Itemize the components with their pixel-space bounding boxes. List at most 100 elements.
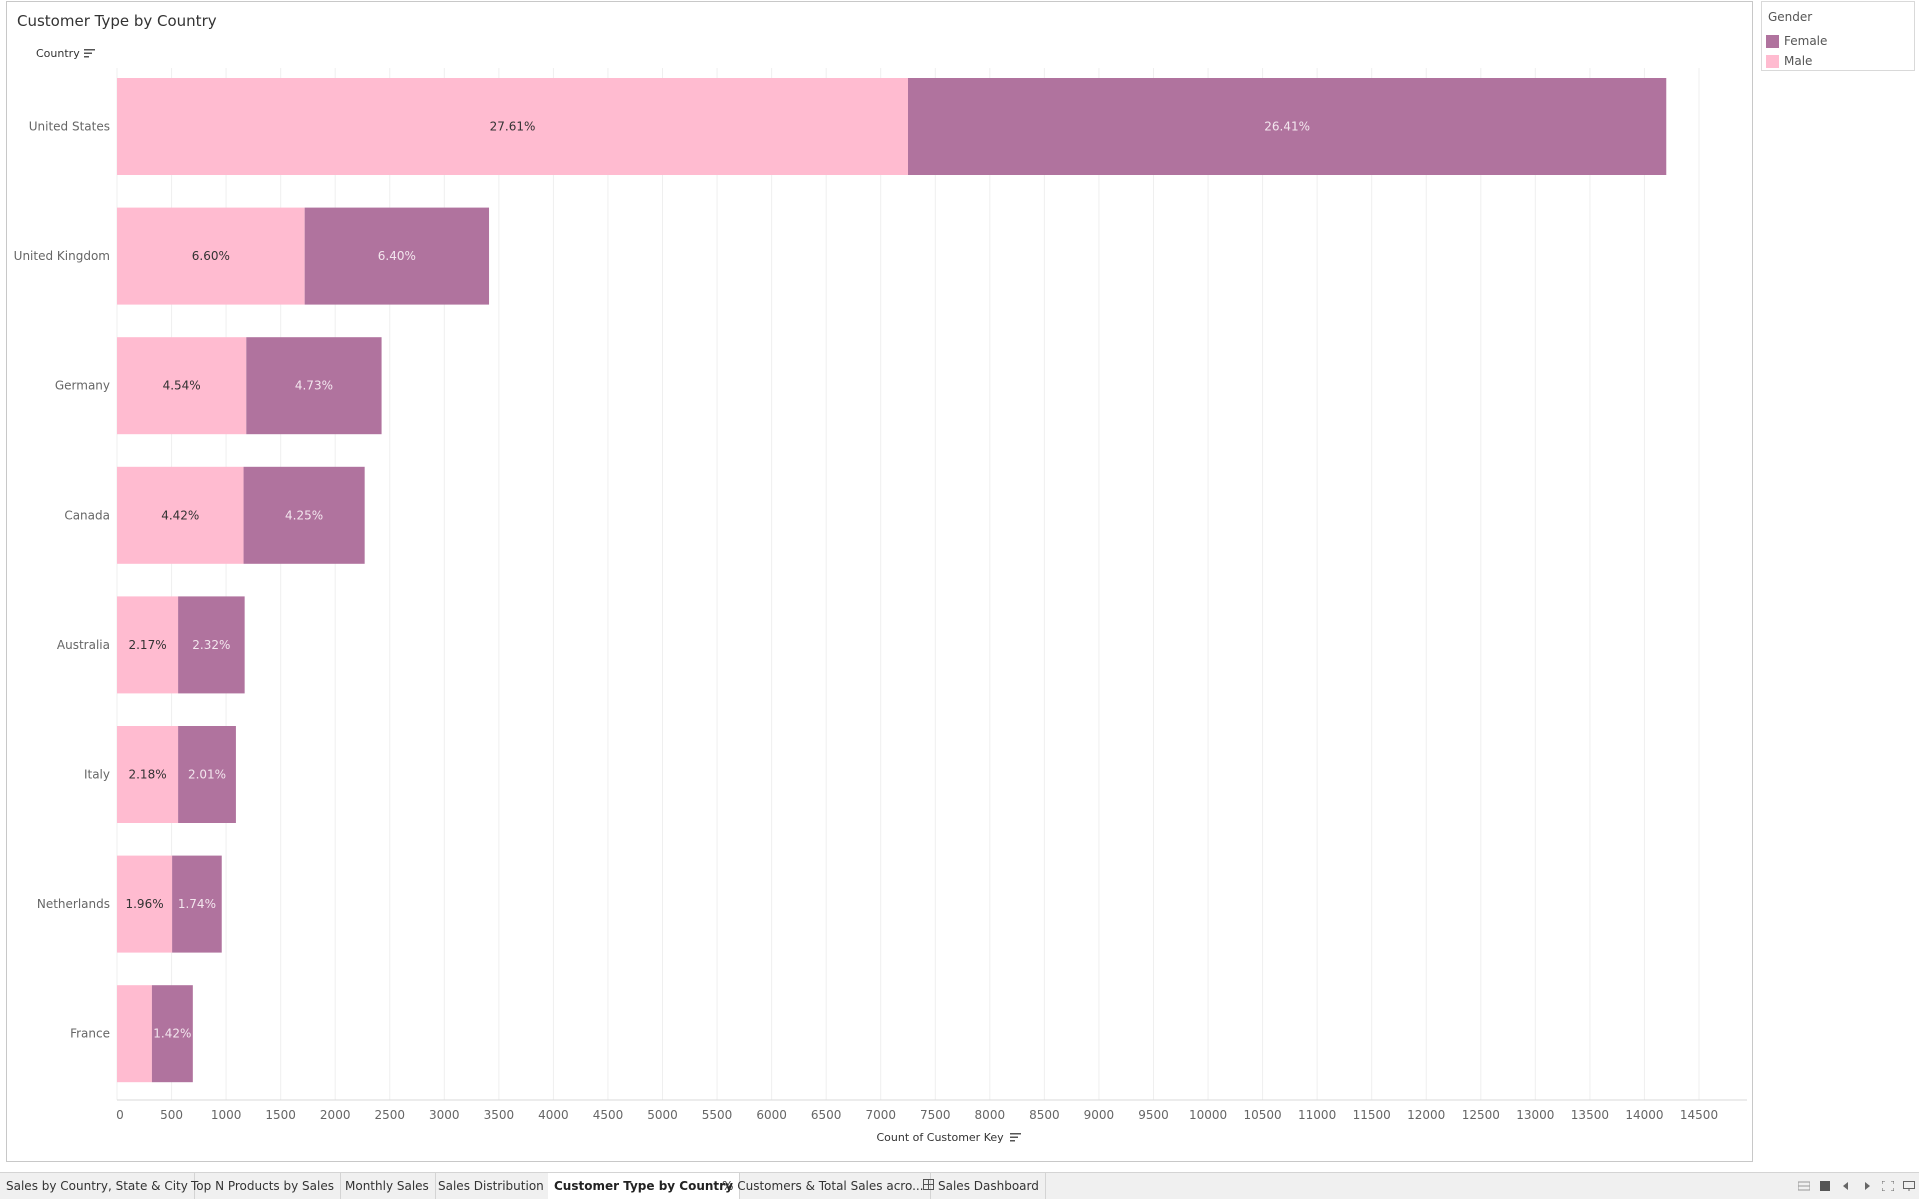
category-label: Canada	[64, 508, 110, 522]
x-tick-label: 13500	[1571, 1108, 1609, 1122]
x-tick-label: 7000	[865, 1108, 896, 1122]
x-tick-label: 4000	[538, 1108, 569, 1122]
data-label-female: 6.40%	[378, 249, 416, 263]
x-tick-label: 6500	[811, 1108, 842, 1122]
legend-label-male: Male	[1784, 54, 1813, 68]
bar-male	[117, 855, 173, 953]
x-tick-label: 13000	[1516, 1108, 1554, 1122]
x-tick-label: 8500	[1029, 1108, 1060, 1122]
tab-top-n-products[interactable]: Top N Products by Sales	[185, 1173, 341, 1199]
x-tick-label: 6000	[756, 1108, 787, 1122]
bar-male	[117, 207, 305, 305]
bar-male	[117, 596, 179, 694]
x-tick-label: 2000	[320, 1108, 351, 1122]
bar-female	[178, 596, 245, 694]
legend-swatch-female	[1766, 34, 1779, 48]
category-label: United States	[29, 120, 110, 134]
x-tick-label: 8000	[975, 1108, 1006, 1122]
x-tick-label: 3000	[429, 1108, 460, 1122]
bar-female	[151, 985, 193, 1083]
dashboard-icon	[923, 1173, 934, 1199]
tab-customers-total-sales[interactable]: % Customers & Total Sales acro...	[716, 1173, 931, 1199]
data-label-male: 1.96%	[125, 897, 163, 911]
viz-frame	[6, 1, 1753, 1162]
x-tick-label: 11000	[1298, 1108, 1336, 1122]
bar-female	[304, 207, 490, 305]
bar-male	[117, 985, 152, 1083]
x-tick-label: 14000	[1625, 1108, 1663, 1122]
data-label-female: 1.42%	[153, 1027, 191, 1041]
category-label: Germany	[55, 379, 110, 393]
bar-female	[243, 466, 365, 564]
x-tick-label: 1000	[211, 1108, 242, 1122]
category-label: Italy	[84, 768, 110, 782]
bar-male	[117, 726, 179, 823]
data-label-male: 2.17%	[128, 638, 166, 652]
x-tick-label: 12000	[1407, 1108, 1445, 1122]
tab-monthly-sales[interactable]: Monthly Sales	[339, 1173, 436, 1199]
bar-male	[117, 337, 247, 435]
x-tick-label: 7500	[920, 1108, 951, 1122]
x-tick-label: 10500	[1243, 1108, 1281, 1122]
data-label-female: 1.74%	[178, 897, 216, 911]
category-label: France	[70, 1027, 110, 1041]
data-label-female: 2.32%	[192, 638, 230, 652]
x-tick-label: 9000	[1084, 1108, 1115, 1122]
x-tick-label: 5500	[702, 1108, 733, 1122]
x-axis-title-label: Count of Customer Key	[876, 1131, 1004, 1144]
legend: Gender Female Male	[1761, 1, 1915, 71]
data-label-male: 27.61%	[490, 120, 536, 134]
row-header-country[interactable]: Country	[36, 47, 95, 60]
category-label: Australia	[57, 638, 110, 652]
x-tick-label: 500	[160, 1108, 183, 1122]
legend-item-female[interactable]: Female	[1766, 34, 1827, 48]
chart-plot: 0 500 1000 1500 2000 2500 3000 3500 4000 4500 5000…	[14, 68, 1747, 1122]
x-tick-label: 3500	[484, 1108, 515, 1122]
bar-male	[117, 466, 244, 564]
next-sheet-icon[interactable]	[1861, 1181, 1873, 1191]
data-label-male: 4.42%	[161, 508, 199, 522]
bar-female	[172, 855, 222, 953]
x-tick-label: 9500	[1138, 1108, 1169, 1122]
x-axis-title[interactable]: Count of Customer Key	[877, 1131, 1021, 1144]
data-label-male: 4.54%	[163, 379, 201, 393]
x-tick-label: 14500	[1680, 1108, 1718, 1122]
x-tick-label: 4500	[593, 1108, 624, 1122]
tab-sales-distribution[interactable]: Sales Distribution	[432, 1173, 551, 1199]
sheet-nav-controls	[1798, 1181, 1915, 1191]
presentation-mode-icon[interactable]	[1903, 1181, 1915, 1191]
bar-female	[178, 726, 236, 823]
data-label-female: 2.01%	[188, 768, 226, 782]
show-tabs-icon[interactable]	[1819, 1181, 1831, 1191]
legend-title: Gender	[1768, 10, 1813, 24]
sort-icon[interactable]	[1009, 1133, 1021, 1142]
legend-swatch-male	[1766, 54, 1779, 68]
legend-label-female: Female	[1784, 34, 1828, 48]
bar-male	[117, 78, 908, 175]
row-header-label: Country	[36, 47, 80, 60]
bar-female	[908, 78, 1667, 175]
data-label-female: 26.41%	[1264, 120, 1310, 134]
show-filmstrip-icon[interactable]	[1798, 1181, 1810, 1191]
category-label: United Kingdom	[14, 249, 110, 263]
fullscreen-icon[interactable]	[1882, 1181, 1894, 1191]
previous-sheet-icon[interactable]	[1840, 1181, 1852, 1191]
legend-item-male[interactable]: Male	[1766, 54, 1812, 68]
tab-sales-dashboard[interactable]: Sales Dashboard	[917, 1173, 1046, 1199]
x-tick-label: 11500	[1353, 1108, 1391, 1122]
x-tick-label: 0	[116, 1108, 124, 1122]
data-label-male: 2.18%	[128, 768, 166, 782]
x-tick-label: 1500	[265, 1108, 296, 1122]
x-tick-label: 10000	[1189, 1108, 1227, 1122]
data-label-female: 4.73%	[295, 379, 333, 393]
x-tick-label: 12500	[1462, 1108, 1500, 1122]
data-label-male: 6.60%	[192, 249, 230, 263]
chart-title: Customer Type by Country	[17, 12, 217, 30]
x-tick-label: 5000	[647, 1108, 678, 1122]
tab-sales-dashboard-label: Sales Dashboard	[938, 1179, 1039, 1193]
sort-descending-icon[interactable]	[83, 49, 95, 58]
tab-sales-by-country[interactable]: Sales by Country, State & City	[0, 1173, 195, 1199]
sheet-tab-bar: Sales by Country, State & City Top N Pro…	[0, 1172, 1919, 1199]
tab-customer-type-by-country[interactable]: Customer Type by Country	[548, 1173, 740, 1199]
data-label-female: 4.25%	[285, 508, 323, 522]
